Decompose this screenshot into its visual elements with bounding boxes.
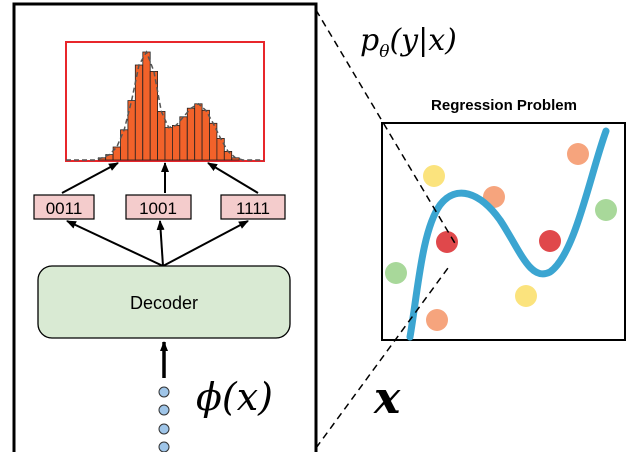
data-point <box>423 165 445 187</box>
arrow-token-1-to-histogram <box>61 162 119 194</box>
histogram-bar <box>134 64 144 161</box>
histogram-bar <box>179 116 188 161</box>
input-variable-label: x <box>373 373 401 424</box>
token-box-2: 1001 <box>125 194 192 220</box>
regression-data-points <box>385 143 617 331</box>
histogram-bar <box>127 100 136 161</box>
histogram-bar <box>201 109 210 161</box>
histogram-bar <box>142 51 151 161</box>
output-distribution-label: pθ(y|x) <box>360 23 457 62</box>
data-point <box>567 143 589 165</box>
histogram-bar <box>149 71 158 161</box>
arrow-decoder-to-token-1 <box>66 220 164 267</box>
arrow-decoder-to-token-2 <box>156 220 165 267</box>
regression-curve <box>406 127 610 341</box>
histogram-bar <box>171 125 181 161</box>
token-label: 0011 <box>46 199 83 218</box>
regression-title: Regression Problem <box>431 97 577 114</box>
data-point <box>436 231 458 253</box>
zoom-line-top <box>315 9 457 246</box>
histogram-bar <box>194 103 203 161</box>
histogram-bar <box>164 127 173 161</box>
decoder-box <box>37 265 291 339</box>
arrow-decoder-to-token-3 <box>162 220 249 267</box>
data-point <box>539 230 561 252</box>
embedding-dots <box>158 386 170 452</box>
decoder-label: Decoder <box>130 293 198 313</box>
histogram-bar <box>186 107 196 161</box>
data-point <box>426 309 448 331</box>
data-point <box>595 199 617 221</box>
histogram-frame <box>65 41 265 162</box>
histogram-bar <box>216 137 225 161</box>
embedding-label: ϕ(x) <box>196 375 273 419</box>
regression-plot-frame <box>381 122 626 341</box>
histogram-bars <box>97 51 240 161</box>
token-box-1: 0011 <box>33 194 95 220</box>
arrow-token-3-to-histogram <box>207 162 259 194</box>
histogram-density-curve <box>66 50 264 161</box>
model-panel <box>12 2 318 452</box>
data-point <box>385 262 407 284</box>
data-point <box>515 285 537 307</box>
token-box-3: 1111 <box>220 194 286 220</box>
token-label: 1111 <box>236 199 270 218</box>
zoom-line-bottom <box>315 267 449 449</box>
token-label: 1001 <box>139 199 177 218</box>
